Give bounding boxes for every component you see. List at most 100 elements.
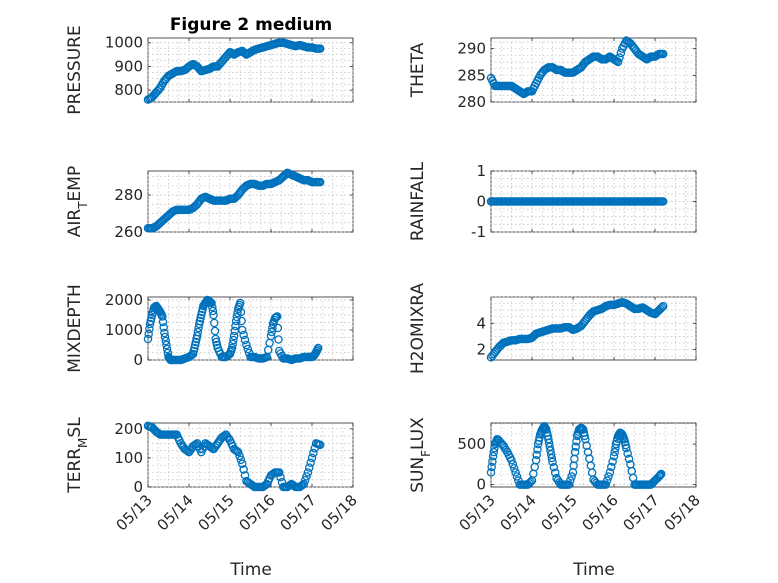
data-point [162, 344, 172, 354]
y-axis-label: TERRMSL [65, 417, 90, 494]
y-tick-label: 500 [457, 435, 486, 453]
data-point [235, 451, 244, 461]
data-point [499, 441, 508, 450]
x-tick-label: 05/17 [620, 491, 663, 534]
data-point [267, 327, 276, 337]
data-series [143, 168, 325, 233]
data-point [501, 445, 511, 455]
data-point [309, 448, 318, 458]
data-series [143, 295, 323, 365]
data-series [143, 421, 325, 492]
y-tick-label: 290 [457, 40, 486, 58]
data-point [550, 468, 560, 477]
data-point [623, 449, 632, 458]
data-point [235, 298, 245, 308]
data-point [239, 465, 248, 474]
subplot-h2omixra: 2 4 H2OMIXRA [408, 283, 697, 374]
data-point [607, 462, 616, 472]
data-point [224, 434, 233, 443]
data-point [232, 446, 242, 456]
data-point [143, 334, 153, 344]
x-tick-label: 05/17 [277, 491, 320, 534]
data-point [237, 316, 246, 326]
data-point [276, 473, 285, 482]
data-point [548, 457, 557, 467]
x-tick-label: 05/18 [318, 491, 361, 534]
data-point [272, 312, 282, 321]
data-point [187, 350, 196, 360]
y-tick-label: 1 [476, 162, 486, 180]
data-point [658, 49, 668, 59]
y-tick-label: 285 [457, 66, 486, 84]
data-point [238, 325, 247, 335]
data-point [193, 327, 203, 337]
data-point [274, 335, 283, 344]
data-point [533, 445, 542, 454]
data-point [302, 472, 311, 481]
data-point [266, 331, 276, 341]
data-point [532, 450, 542, 460]
data-point [500, 443, 509, 453]
y-axis-label: PRESSURE [65, 25, 85, 114]
subplot-mixdepth: 0 1000 2000 MIXDEPTH [65, 284, 354, 373]
y-tick-label: 0 [476, 193, 486, 211]
data-point [210, 326, 220, 336]
data-point [489, 447, 498, 457]
data-point [622, 443, 631, 453]
x-tick-label: 05/13 [456, 491, 499, 534]
x-tick-label: 05/13 [113, 491, 156, 534]
data-point [158, 312, 167, 321]
data-point [238, 459, 247, 468]
data-point [231, 321, 240, 331]
data-point [303, 468, 313, 477]
data-series [486, 297, 668, 362]
data-point [305, 463, 314, 472]
x-axis-label-right: Time [572, 560, 615, 580]
x-tick-label: 05/14 [154, 491, 197, 534]
data-point [144, 329, 153, 339]
x-tick-label: 05/14 [497, 491, 540, 534]
data-point [158, 317, 168, 327]
data-point [210, 318, 219, 328]
data-point [227, 343, 237, 353]
data-point [277, 477, 287, 487]
y-axis-label: THETA [408, 42, 428, 98]
y-tick-label: 2 [476, 341, 486, 359]
data-point [488, 457, 497, 466]
y-axis-label: RAINFALL [408, 161, 428, 241]
y-tick-label: -1 [471, 223, 486, 241]
subplot-theta: 280 285 290 THETA [408, 36, 697, 111]
data-point [239, 330, 248, 340]
data-point [233, 447, 243, 457]
data-point [613, 57, 623, 67]
data-point [605, 468, 615, 477]
data-point [580, 431, 589, 441]
data-point [274, 468, 284, 477]
data-point [509, 464, 519, 473]
data-point [236, 455, 246, 465]
data-point [549, 463, 559, 472]
data-point [236, 307, 246, 317]
y-tick-label: 4 [476, 314, 486, 332]
data-series [486, 36, 668, 99]
data-point [209, 310, 218, 320]
data-point [552, 473, 561, 483]
figure-title: Figure 2 medium [170, 15, 332, 35]
data-point [299, 479, 309, 489]
y-tick-label: 2000 [105, 291, 143, 309]
data-point [273, 323, 283, 333]
data-point [511, 468, 520, 477]
data-point [486, 468, 496, 477]
data-series [486, 197, 668, 206]
data-point [570, 447, 580, 457]
data-point [300, 475, 310, 485]
data-point [208, 306, 218, 316]
data-point [624, 454, 634, 464]
y-tick-label: 1000 [105, 34, 143, 52]
data-point [487, 462, 496, 472]
y-axis-label: SUNFLUX [408, 417, 433, 493]
y-tick-label: 800 [114, 81, 143, 99]
data-series [143, 38, 325, 104]
